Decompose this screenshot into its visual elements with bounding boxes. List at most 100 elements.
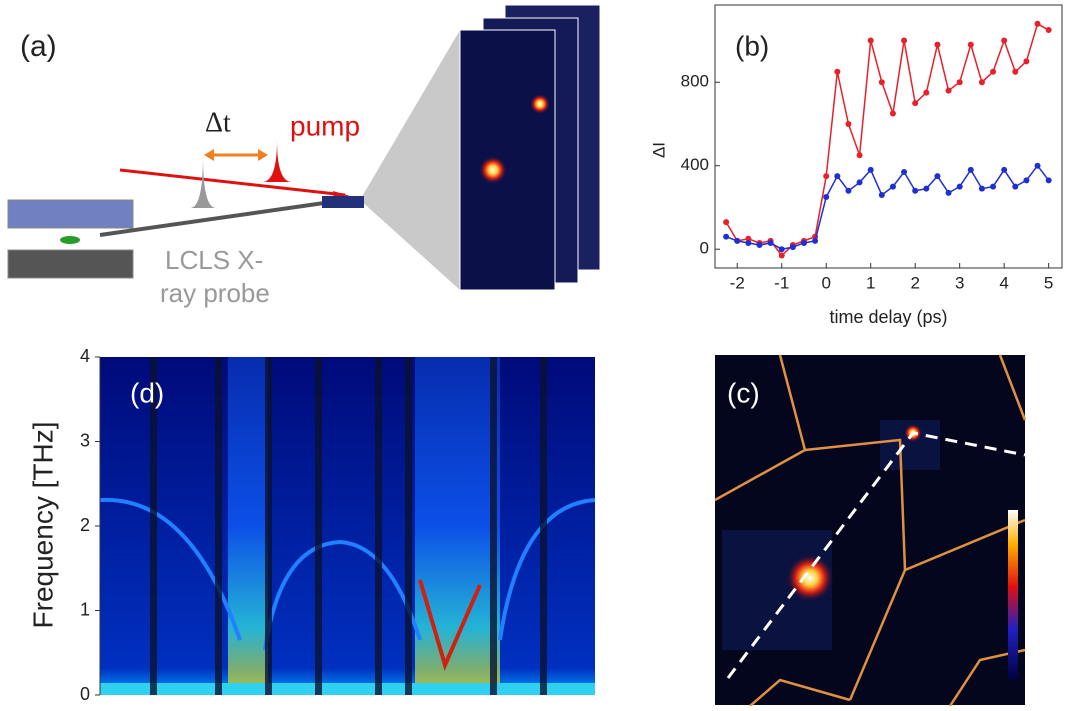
data-point bbox=[790, 244, 796, 250]
data-point bbox=[723, 219, 729, 225]
detector-image: (c) bbox=[715, 355, 1025, 706]
intensity-column bbox=[228, 357, 268, 695]
panel-label: (b) bbox=[735, 30, 769, 61]
x-tick-label: -1 bbox=[774, 273, 789, 292]
x-tick-label: 5 bbox=[1044, 273, 1053, 292]
y-tick-label: 0 bbox=[700, 239, 709, 258]
detector-gap bbox=[490, 357, 497, 695]
data-point bbox=[957, 184, 963, 190]
data-point bbox=[834, 69, 840, 75]
data-point bbox=[801, 240, 807, 246]
data-point bbox=[879, 79, 885, 85]
series-line bbox=[726, 24, 1049, 256]
delay-label: Δt bbox=[205, 107, 231, 138]
data-point bbox=[934, 173, 940, 179]
data-point bbox=[779, 246, 785, 252]
data-point bbox=[868, 167, 874, 173]
colorbar bbox=[1008, 510, 1018, 680]
panel-label: (a) bbox=[20, 30, 57, 63]
screen bbox=[460, 30, 555, 290]
y-tick-label: 2 bbox=[80, 515, 90, 535]
panel-label: (c) bbox=[727, 377, 760, 408]
data-point bbox=[912, 100, 918, 106]
detector-gap bbox=[215, 357, 222, 695]
data-point bbox=[1023, 177, 1029, 183]
data-point bbox=[845, 121, 851, 127]
data-point bbox=[1035, 163, 1041, 169]
sample bbox=[322, 196, 364, 208]
data-point bbox=[845, 188, 851, 194]
data-point bbox=[990, 184, 996, 190]
data-point bbox=[723, 234, 729, 240]
data-point bbox=[823, 194, 829, 200]
y-axis-label: ΔI bbox=[649, 142, 668, 158]
data-point bbox=[946, 88, 952, 94]
data-point bbox=[879, 192, 885, 198]
data-point bbox=[823, 173, 829, 179]
x-tick-label: 4 bbox=[999, 273, 1008, 292]
spot bbox=[479, 156, 507, 184]
pump-label: pump bbox=[290, 110, 360, 141]
data-point bbox=[968, 167, 974, 173]
low-frequency-band bbox=[100, 683, 595, 695]
arrow-head bbox=[204, 149, 214, 161]
data-point bbox=[946, 190, 952, 196]
data-point bbox=[1023, 58, 1029, 64]
detector-gap bbox=[540, 357, 547, 695]
arrow-head bbox=[258, 149, 268, 161]
data-point bbox=[901, 37, 907, 43]
x-tick-label: -2 bbox=[730, 273, 745, 292]
data-point bbox=[923, 90, 929, 96]
data-point bbox=[912, 188, 918, 194]
data-point bbox=[890, 184, 896, 190]
xray-beam bbox=[100, 200, 345, 235]
data-point bbox=[1046, 177, 1052, 183]
data-point bbox=[990, 69, 996, 75]
y-tick-label: 3 bbox=[80, 430, 90, 450]
detector-gap bbox=[375, 357, 382, 695]
data-point bbox=[768, 240, 774, 246]
y-tick-label: 0 bbox=[80, 684, 90, 704]
data-point bbox=[1012, 184, 1018, 190]
data-point bbox=[1001, 167, 1007, 173]
y-tick-label: 4 bbox=[80, 346, 90, 366]
beam-cone bbox=[360, 30, 460, 290]
data-point bbox=[756, 242, 762, 248]
y-axis-label: Frequency [THz] bbox=[27, 422, 58, 629]
x-tick-label: 0 bbox=[821, 273, 830, 292]
data-point bbox=[857, 152, 863, 158]
data-point bbox=[957, 79, 963, 85]
data-point bbox=[979, 79, 985, 85]
data-point bbox=[968, 42, 974, 48]
pump-pulse bbox=[262, 140, 292, 182]
data-point bbox=[857, 179, 863, 185]
intensity-column bbox=[415, 357, 500, 695]
y-tick-label: 800 bbox=[681, 72, 709, 91]
pump-beam bbox=[120, 170, 345, 195]
figure: (a) Δt pump LCLS X- ray probe (c) -2 -1 0 1… bbox=[0, 0, 1083, 706]
spot bbox=[530, 94, 550, 114]
x-tick-label: 3 bbox=[955, 273, 964, 292]
data-point bbox=[812, 238, 818, 244]
data-point bbox=[1046, 27, 1052, 33]
source bbox=[60, 236, 80, 244]
series-line bbox=[726, 166, 1049, 249]
bragg-spot bbox=[786, 554, 834, 602]
data-point bbox=[1001, 37, 1007, 43]
detector-gap bbox=[315, 357, 322, 695]
data-point bbox=[834, 173, 840, 179]
data-point bbox=[890, 111, 896, 117]
y-tick-label: 1 bbox=[80, 599, 90, 619]
setup-diagram: (a) Δt pump LCLS X- ray probe bbox=[8, 5, 600, 308]
data-point bbox=[979, 186, 985, 192]
detector-gap bbox=[265, 357, 272, 695]
data-point bbox=[934, 42, 940, 48]
probe-label: LCLS X- bbox=[165, 245, 263, 275]
data-point bbox=[1035, 21, 1041, 27]
x-tick-label: 1 bbox=[866, 273, 875, 292]
x-axis-label: time delay (ps) bbox=[829, 307, 947, 327]
data-point bbox=[745, 240, 751, 246]
data-point bbox=[779, 252, 785, 258]
data-point bbox=[868, 37, 874, 43]
y-tick-label: 400 bbox=[681, 155, 709, 174]
